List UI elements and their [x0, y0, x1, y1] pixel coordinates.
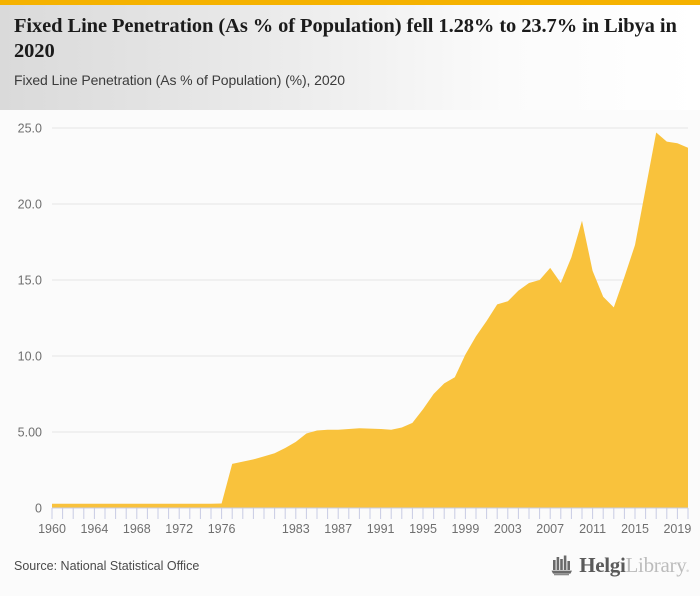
- x-tick-label: 1976: [208, 522, 236, 536]
- y-tick-label: 15.0: [18, 274, 42, 288]
- logo-brand-light: Library: [625, 552, 686, 577]
- chart-header: Fixed Line Penetration (As % of Populati…: [0, 5, 700, 110]
- chart-subtitle: Fixed Line Penetration (As % of Populati…: [14, 72, 345, 88]
- x-tick-label: 2015: [621, 522, 649, 536]
- helgi-library-logo[interactable]: HelgiLibrary.: [550, 554, 690, 576]
- helgi-bars-icon: [551, 555, 573, 576]
- x-tick-label: 1960: [38, 522, 66, 536]
- y-tick-label: 0: [35, 502, 42, 516]
- x-tick-label: 2003: [494, 522, 522, 536]
- x-tick-label: 1972: [165, 522, 193, 536]
- top-accent-bar: [0, 0, 700, 5]
- y-tick-label: 10.0: [18, 350, 42, 364]
- plot-area: 0 5.00 10.0 15.0 20.0 25.0 1960 1964 1968 1972 19…: [0, 110, 700, 540]
- source-note: Source: National Statistical Office: [14, 559, 200, 573]
- x-axis-ticks-group: [51, 507, 689, 519]
- logo-brand-dot: .: [685, 552, 690, 577]
- x-tick-label: 2007: [536, 522, 564, 536]
- y-tick-label: 5.00: [18, 426, 42, 440]
- page-title: Fixed Line Penetration (As % of Populati…: [14, 15, 677, 62]
- y-axis-tick-labels: 0 5.00 10.0 15.0 20.0 25.0: [18, 122, 42, 516]
- area-series-fill: [52, 132, 688, 508]
- x-tick-label: 1968: [123, 522, 151, 536]
- x-tick-label: 1964: [80, 522, 108, 536]
- x-axis-tick-labels: 1960 1964 1968 1972 1976 1983 1987 1991 1995 1999…: [38, 522, 691, 536]
- x-tick-label: 1987: [324, 522, 352, 536]
- logo-wordmark: HelgiLibrary.: [579, 552, 690, 577]
- x-tick-label: 1983: [282, 522, 310, 536]
- x-tick-label: 2019: [663, 522, 691, 536]
- y-tick-label: 20.0: [18, 198, 42, 212]
- x-tick-label: 2011: [579, 522, 606, 536]
- logo-brand-bold: Helgi: [579, 552, 626, 577]
- x-tick-label: 1991: [367, 522, 395, 536]
- x-tick-label: 1999: [451, 522, 479, 536]
- chart-footer: Source: National Statistical Office Helg…: [0, 540, 700, 596]
- y-tick-label: 25.0: [18, 122, 42, 136]
- x-tick-label: 1995: [409, 522, 437, 536]
